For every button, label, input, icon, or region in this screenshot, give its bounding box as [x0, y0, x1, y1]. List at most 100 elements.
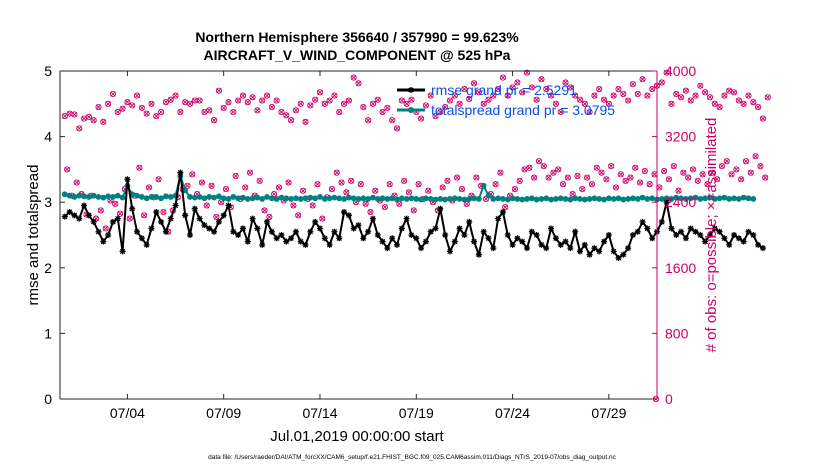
plot-area [60, 71, 657, 399]
obs-assimilated-point [322, 101, 328, 107]
rmse-point [413, 235, 420, 242]
obs-possible-point [581, 100, 588, 107]
obs-assimilated-point [762, 174, 768, 181]
obs-possible-point [502, 204, 509, 211]
obs-assimilated-point [702, 89, 708, 95]
obs-possible-point [379, 108, 386, 116]
obs-possible-point [184, 182, 191, 189]
obs-possible-point [555, 166, 562, 173]
obs-possible-point [112, 200, 119, 207]
y-right-tick-label: 4000 [665, 63, 696, 79]
legend: rmse grand pr = 2.5291 totalspread grand… [397, 82, 615, 118]
rmse-point [167, 215, 174, 222]
obs-possible-point [129, 102, 136, 109]
obs-possible-point [437, 108, 444, 116]
totalspread-point [215, 193, 222, 200]
obs-possible-point [646, 181, 653, 188]
obs-possible-point [90, 117, 97, 124]
rmse-point [615, 254, 622, 261]
rmse-point [745, 228, 752, 235]
x-tick-label: 07/04 [110, 405, 145, 421]
totalspread-point [432, 196, 439, 203]
obs-assimilated-point [589, 181, 595, 187]
rmse-point [105, 232, 112, 238]
obs-assimilated-point [139, 105, 145, 111]
totalspread-point [490, 196, 497, 202]
rmse-point [114, 215, 121, 222]
obs-assimilated-point [447, 97, 453, 104]
obs-assimilated-point [399, 97, 405, 104]
obs-possible-point [545, 174, 552, 181]
rmse-point [143, 241, 150, 248]
totalspread-point [466, 196, 473, 202]
obs-assimilated-point [608, 163, 614, 169]
legend-spread-label: totalspread grand pr = 3.0795 [431, 102, 615, 118]
legend-spread-marker [408, 107, 414, 113]
obs-possible-point [331, 92, 338, 99]
totalspread-point [615, 195, 622, 202]
rmse-point [360, 235, 367, 242]
obs-possible-point [220, 104, 227, 111]
obs-possible-point [439, 184, 446, 191]
obs-assimilated-point [338, 179, 345, 186]
rmse-point [485, 235, 492, 242]
obs-possible-point [172, 92, 179, 99]
obs-possible-point [723, 158, 730, 165]
obs-possible-point [755, 104, 762, 111]
obs-assimilated-point [743, 158, 749, 164]
obs-possible-point [85, 113, 92, 120]
obs-assimilated-point [685, 174, 691, 181]
obs-possible-point [136, 164, 143, 171]
rmse-point [519, 238, 526, 245]
chart-title-line2: AIRCRAFT_V_WIND_COMPONENT @ 525 hPa [204, 47, 511, 63]
rmse-point [678, 228, 685, 235]
totalspread-point [697, 196, 704, 202]
obs-assimilated-point [129, 102, 135, 109]
rmse-point [312, 218, 319, 225]
obs-assimilated-point [534, 97, 540, 103]
obs-assimilated-point [242, 184, 248, 191]
totalspread-point [370, 194, 376, 201]
y-axis-label-left: rmse and totalspread [25, 165, 42, 306]
rmse-point [755, 241, 762, 248]
totalspread-point [341, 196, 347, 202]
obs-assimilated-point [697, 83, 703, 89]
obs-assimilated-point [283, 112, 289, 118]
totalspread-point [350, 195, 357, 202]
y-ticks-right: 0 800 1600 2400 3200 4000 [652, 63, 696, 407]
obs-possible-point [492, 181, 499, 188]
rmse-point [302, 241, 309, 248]
rmse-point [220, 212, 227, 219]
obs-possible-point [466, 95, 473, 102]
obs-possible-point [239, 92, 247, 99]
obs-possible-point [495, 85, 502, 93]
rmse-point [692, 228, 699, 235]
obs-assimilated-point [688, 97, 694, 104]
rmse-point [629, 232, 636, 238]
rmse-point [601, 238, 608, 245]
obs-assimilated-point [456, 101, 463, 107]
obs-assimilated-point [249, 94, 256, 100]
obs-possible-point [259, 97, 266, 104]
obs-possible-point [738, 176, 745, 183]
obs-assimilated-point [406, 189, 412, 195]
obs-assimilated-point [201, 109, 208, 115]
totalspread-point [288, 196, 294, 202]
obs-possible-point [639, 76, 646, 83]
rmse-point [249, 215, 256, 222]
obs-possible-point [711, 100, 718, 107]
obs-assimilated-point [160, 209, 167, 215]
rmse-point [239, 225, 246, 232]
obs-assimilated-point [490, 92, 496, 99]
obs-assimilated-point [290, 202, 297, 209]
obs-assimilated-point [158, 109, 164, 115]
obs-assimilated-point [141, 212, 147, 218]
totalspread-point [365, 196, 372, 202]
obs-assimilated-point [625, 97, 631, 104]
rmse-point [355, 222, 362, 229]
obs-possible-point [593, 164, 600, 171]
obs-possible-point [215, 87, 222, 94]
totalspread-point [721, 194, 728, 201]
totalspread-point [562, 196, 569, 202]
obs-possible-point [473, 174, 480, 181]
